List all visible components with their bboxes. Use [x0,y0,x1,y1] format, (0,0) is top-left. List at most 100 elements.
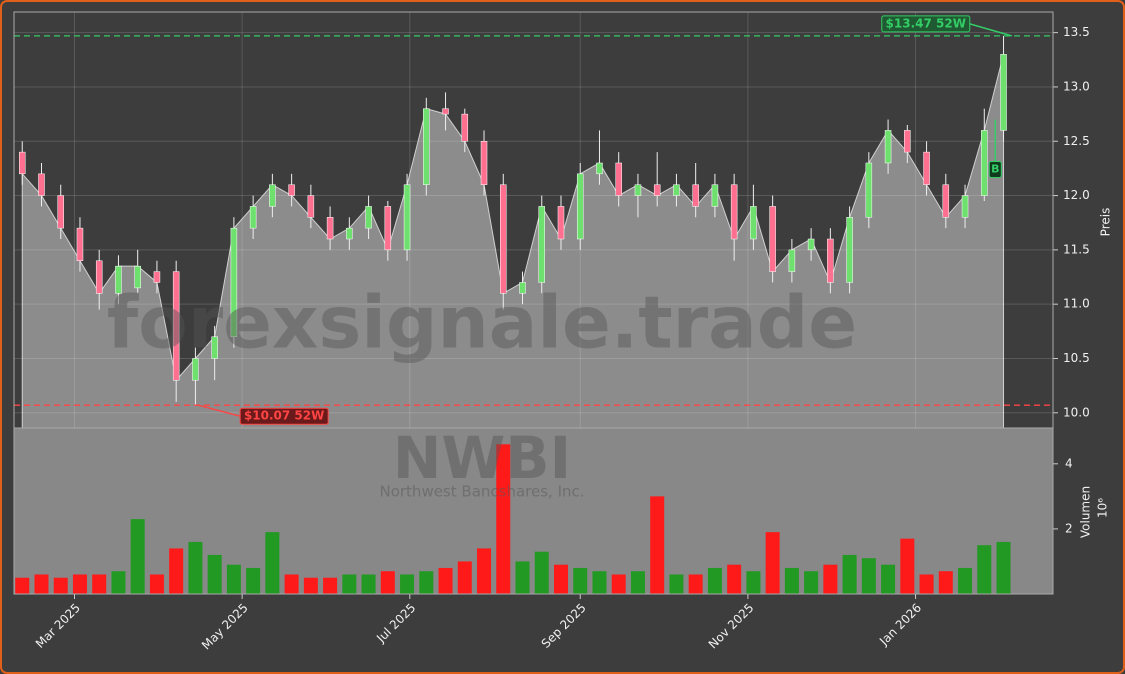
volume-bar [149,574,164,594]
company-watermark: Northwest Bancshares, Inc. [379,483,584,501]
candle-body [904,130,911,153]
y-tick-label: 13.5 [1063,25,1090,39]
candle-body [634,184,642,196]
candle-body [307,195,315,218]
y-axis-label: Preis [1099,208,1113,237]
volume-bar [226,564,241,594]
volume-bar [669,574,684,594]
volume-bar [111,571,126,594]
candle-body [615,162,622,196]
candle-body [461,113,469,142]
y-tick-label: 11.5 [1063,242,1090,256]
candle-body [38,173,45,196]
candle-body [538,206,545,283]
signal-label: B [991,163,999,176]
candle-body [865,162,873,218]
volume-bar [72,574,87,594]
volume-bar [169,548,184,594]
candle-body [557,206,565,240]
level-label-box [881,15,971,33]
plot: $13.47 52W $10.07 52W B [14,12,1058,599]
candle-body [1000,54,1007,131]
y-tick-label: 12.5 [1063,134,1090,148]
volume-bar [419,571,434,594]
candle-body [961,195,969,218]
volume-tick-label: 4 [1065,456,1073,470]
volume-bar [630,571,645,594]
volume-tick-label: 2 [1065,521,1073,535]
candle-body [942,184,950,218]
volume-bar [996,541,1011,594]
volume-bar [400,574,415,594]
volume-bar [130,519,145,594]
candle-body [653,184,661,196]
candle-body [192,358,199,381]
volume-bar [457,561,472,594]
candle-body [519,282,526,294]
volume-bar [496,444,511,594]
candle-body [76,227,84,261]
volume-bar [765,532,780,594]
candle-body [807,238,815,251]
volume-bar [323,577,338,594]
volume-bar [919,574,934,594]
y-tick-label: 10.0 [1063,405,1090,419]
volume-bar [553,564,568,594]
level-label-box [239,407,329,425]
volume-bar [303,577,318,594]
volume-panel [14,428,1053,594]
candle-body [500,184,507,294]
candle-body [326,217,334,240]
volume-bar [707,567,722,594]
ticker-watermark: NWBI [393,424,571,492]
volume-bar [515,561,530,594]
volume-bar [534,551,549,594]
volume-bar [688,574,703,594]
y-tick-label: 13.0 [1063,79,1090,93]
volume-bar [727,564,742,594]
candle-body [384,206,392,251]
candle-body [576,173,584,240]
y-tick-label: 11.0 [1063,297,1090,311]
candle-body [57,195,64,229]
y-tick-label: 12.0 [1063,188,1090,202]
volume-bar [938,571,953,594]
volume-bar [958,567,973,594]
volume-bar [92,574,107,594]
volume-bar [477,548,492,594]
volume-bar [784,567,799,594]
candle-body [115,265,122,294]
volume-bar [573,567,588,594]
candle-body [692,184,699,207]
volume-bar [592,571,607,594]
volume-bar [823,564,838,594]
candle-body [153,271,161,283]
candle-body [288,184,295,196]
candle-body [788,249,796,272]
y-tick-label: 10.5 [1063,351,1090,365]
candle-body [711,184,719,207]
volume-bar [804,571,819,594]
candle-body [442,108,449,115]
volume-bar [611,574,626,594]
volume-bar [188,541,203,594]
volume-bar [977,545,992,594]
candle-body [249,206,257,229]
volume-bar [900,538,915,594]
volume-bar [842,554,857,594]
level-label: $10.07 52W [244,409,324,423]
volume-bar [438,567,453,594]
candle-body [211,336,218,359]
volume-bar [284,574,299,594]
candle-body [269,184,276,207]
volume-bar [881,564,896,594]
level-label: $13.47 52W [886,16,966,30]
candle-body [18,151,26,175]
signal-box [988,161,1002,179]
volume-bar [265,532,280,594]
volume-bar [15,577,30,594]
volume-bar [342,574,357,594]
volume-bar [746,571,761,594]
volume-frame [13,427,1054,595]
